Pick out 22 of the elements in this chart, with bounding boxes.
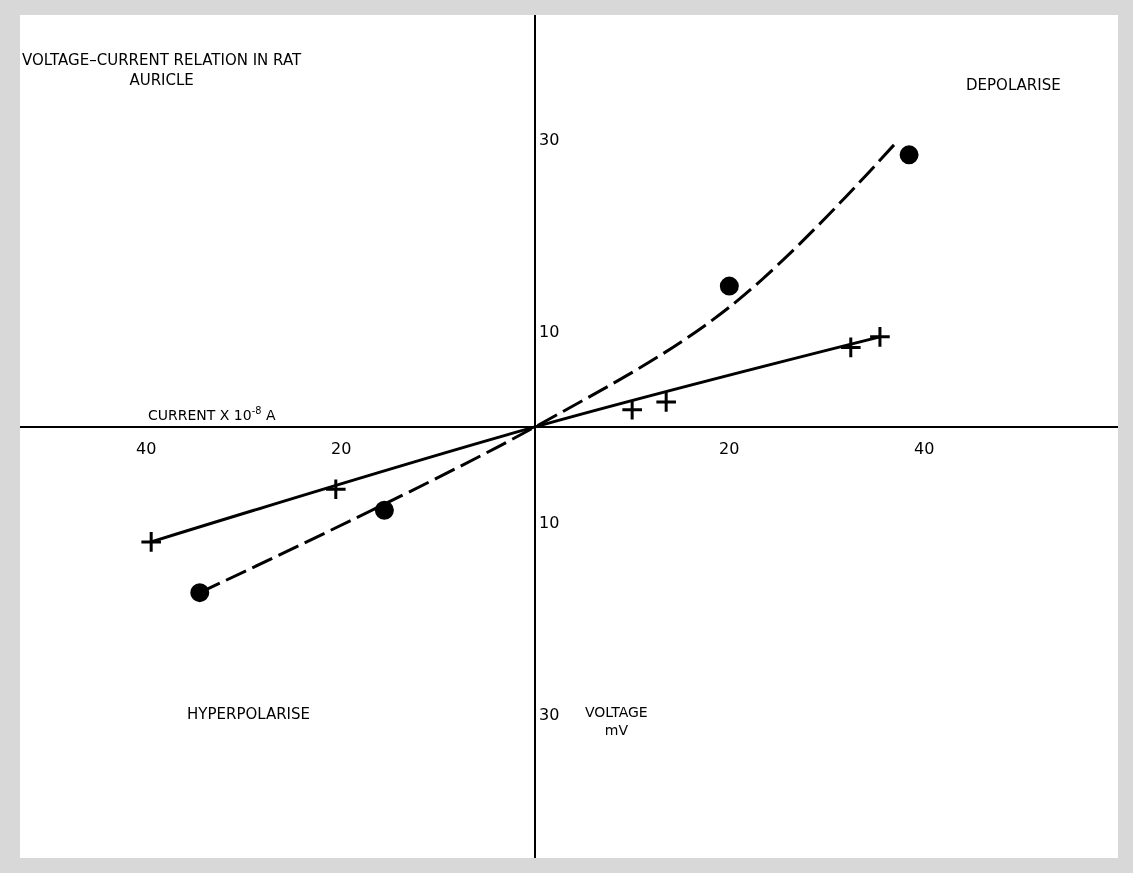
x-tick-label: 20: [719, 439, 740, 458]
x-axis-title: CURRENT X 10$^{-8}$ A: [148, 405, 276, 423]
point: [139, 530, 163, 554]
y-axis-title: VOLTAGE mV: [585, 704, 648, 739]
point: [719, 276, 739, 296]
point: [190, 583, 210, 603]
y-tick-label: 30: [539, 130, 560, 149]
y-tick-label: 10: [539, 513, 560, 532]
y-tick-label: 10: [539, 322, 560, 341]
point: [868, 325, 892, 349]
point: [374, 500, 394, 520]
point: [839, 336, 863, 359]
annotation: HYPERPOLARISE: [187, 705, 311, 723]
point: [899, 145, 919, 165]
point: [324, 477, 348, 501]
annotation: DEPOLARISE: [966, 76, 1061, 94]
point: [654, 390, 678, 414]
x-tick-label: 20: [331, 439, 352, 458]
x-tick-label: 40: [914, 439, 935, 458]
text: VOLTAGE–CURRENT RELATION IN RAT AURICLE: [22, 51, 303, 89]
x-tick-label: 40: [136, 439, 157, 458]
y-tick-label: 30: [539, 705, 560, 724]
